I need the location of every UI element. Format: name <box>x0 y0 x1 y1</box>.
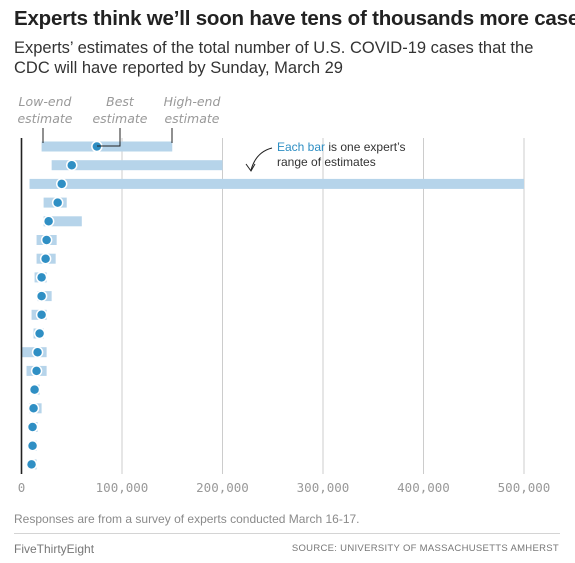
best-estimate-dot <box>26 439 39 452</box>
best-estimate-dot <box>31 346 44 358</box>
annotation-highlight: Each bar <box>277 140 325 154</box>
legend-low-label-line2: estimate <box>17 111 72 126</box>
legend-low-label-line1: Low-end <box>19 94 72 109</box>
source-label: SOURCE: UNIVERSITY OF MASSACHUSETTS AMHE… <box>291 543 559 554</box>
best-estimate-dot <box>26 421 39 433</box>
legend-key: Low-end estimate Best estimate High-end … <box>17 94 220 126</box>
legend-best-label-line2: estimate <box>92 111 147 126</box>
footer-divider <box>14 533 560 534</box>
dots-layer <box>25 140 103 471</box>
best-estimate-dot <box>40 234 53 246</box>
range-chart: 0 100,000 200,000 300,000 400,000 500,000 Low… <box>17 94 551 495</box>
annotation-arrowhead <box>245 163 256 172</box>
best-estimate-dot <box>35 271 48 284</box>
best-estimate-dot <box>28 383 41 396</box>
x-tick-label: 100,000 <box>96 480 149 495</box>
legend-high-label-line1: High-end <box>164 94 221 109</box>
legend-leaders <box>42 128 173 147</box>
best-estimate-dot <box>33 327 46 340</box>
chart-title: Experts think we’ll soon have tens of th… <box>14 7 575 30</box>
x-tick-label: 200,000 <box>196 480 249 495</box>
legend-best-leader <box>97 128 121 147</box>
x-tick-label: 400,000 <box>397 480 450 495</box>
x-tick-labels: 0 100,000 200,000 300,000 400,000 500,000 <box>18 480 551 495</box>
best-estimate-dot <box>39 252 52 265</box>
annotation-line2: range of estimates <box>277 155 376 169</box>
best-estimate-dot <box>55 178 68 190</box>
best-estimate-dot <box>51 196 64 209</box>
annotation-rest-1: is one expert’s <box>325 140 406 154</box>
footnote: Responses are from a survey of experts c… <box>14 512 360 526</box>
legend-high-label-line2: estimate <box>164 111 219 126</box>
chart-subtitle: Experts’ estimates of the total number o… <box>14 39 534 77</box>
bars-layer <box>21 141 524 470</box>
best-estimate-dot <box>25 458 38 471</box>
x-tick-label: 500,000 <box>498 480 551 495</box>
range-bar <box>29 178 524 189</box>
x-tick-label: 0 <box>18 480 26 495</box>
legend-best-label-line1: Best <box>106 94 135 109</box>
best-estimate-dot <box>35 290 48 302</box>
range-bar <box>51 160 223 171</box>
best-estimate-dot <box>42 215 55 228</box>
best-estimate-dot <box>66 159 78 171</box>
gridlines <box>121 138 525 474</box>
best-estimate-dot <box>30 365 43 377</box>
range-bar <box>43 216 82 227</box>
best-estimate-dot <box>27 402 40 415</box>
x-tick-label: 300,000 <box>297 480 350 495</box>
best-estimate-dot <box>35 309 48 321</box>
annotation-arrow <box>250 147 273 171</box>
annotation-line1: Each bar is one expert’s <box>277 140 406 154</box>
brand-label: FiveThirtyEight <box>14 542 95 556</box>
